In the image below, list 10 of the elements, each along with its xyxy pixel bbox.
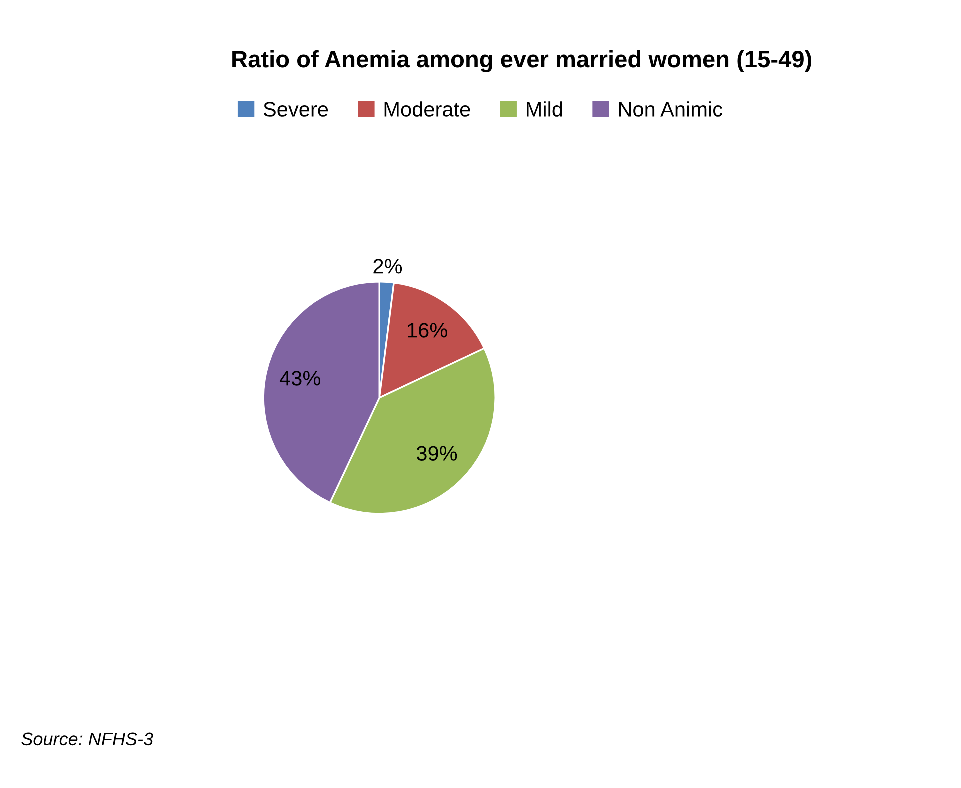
chart-title: Ratio of Anemia among ever married women (15-49) (232, 50, 812, 73)
legend-label: Mild (527, 102, 562, 117)
legend-label: Non Animic (619, 102, 722, 117)
data-label: 2% (374, 259, 402, 274)
data-label: 16% (408, 323, 448, 338)
legend-label: Moderate (384, 102, 470, 117)
data-label: 39% (416, 446, 458, 461)
legend-label: Severe (264, 102, 328, 117)
source-note: Source: NFHS-3 (22, 732, 154, 746)
data-label: 43% (280, 371, 320, 386)
